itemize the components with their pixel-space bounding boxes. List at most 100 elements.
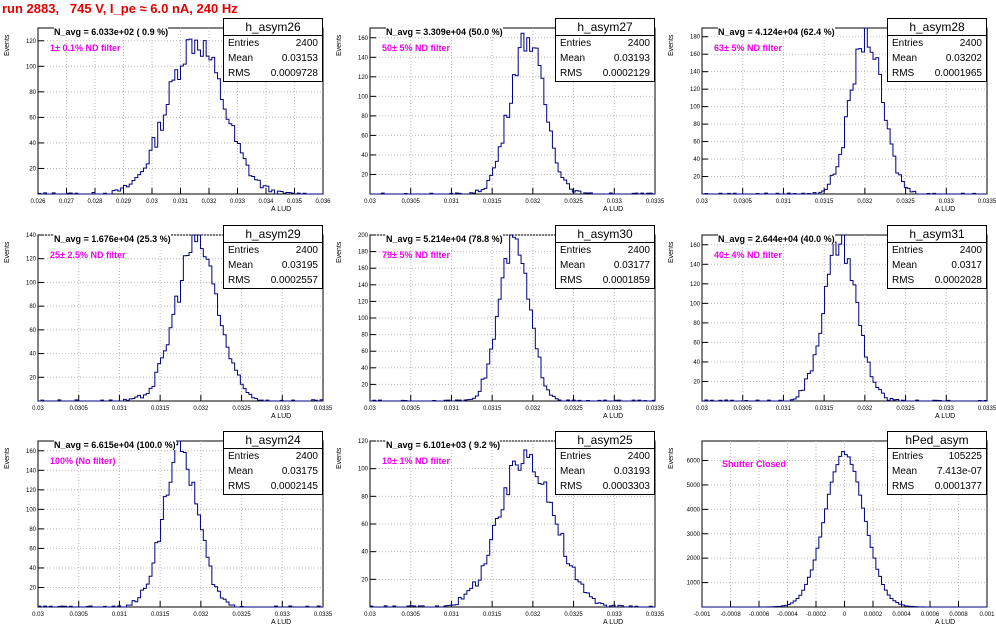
x-tick-label: 0.034 [258,199,274,205]
x-tick-label: 0.031 [444,612,460,618]
x-tick-label: 0.032 [525,406,541,412]
x-tick-label: 0.03 [32,612,44,618]
y-tick-label: 140 [26,233,37,239]
stats-label: Mean [560,53,586,64]
plot-frame [701,27,988,195]
stats-label: Entries [892,38,924,49]
stats-box: h_asym24 Entries 2400 Mean 0.03175 RMS 0.00021… [223,431,323,495]
filter-label: 63± 5% ND filter [714,43,782,53]
x-tick-label: 0.0325 [564,612,583,618]
stats-label: Entries [560,245,592,256]
stats-row: Entries 2400 [888,243,986,258]
stats-row: Mean 0.03195 [224,258,322,273]
y-tick-label: 120 [26,39,37,45]
stats-label: Mean [228,466,254,477]
stats-label: RMS [560,275,583,286]
y-tick-label: 60 [693,140,700,146]
y-tick-label: 6000 [687,459,701,465]
navg-label: N_avg = 6.101e+03 ( 9.2 %) [386,440,501,450]
y-tick-label: 80 [29,527,36,533]
histogram-name: h_asym30 [556,226,654,243]
y-tick-label: 1000 [687,581,701,587]
x-tick-label: 0.0325 [232,612,251,618]
y-tick-label: 140 [358,283,369,289]
stats-value: 0.03177 [613,260,650,271]
stats-row: Entries 2400 [556,36,654,51]
y-tick-label: 40 [29,141,36,147]
y-tick-label: 100 [358,94,369,100]
navg-label: N_avg = 3.309e+04 (50.0 %) [386,27,503,37]
stats-label: RMS [228,275,251,286]
y-tick-label: 100 [690,301,701,307]
x-tick-label: 0.0315 [151,612,170,618]
stats-label: Entries [892,245,924,256]
x-tick-label: 0.0335 [646,199,664,205]
x-tick-label: 0.0335 [314,612,332,618]
stats-box: h_asym25 Entries 2400 Mean 0.03193 RMS 0.00033… [555,431,655,495]
x-tick-label: 0.0305 [402,612,421,618]
stats-row: Entries 2400 [224,36,322,51]
x-tick-label: 0.0305 [734,406,753,412]
x-tick-label: 0.03 [696,406,708,412]
y-axis-label: Events [668,241,675,263]
x-tick-label: 0.032 [857,199,873,205]
filter-label: 10± 1% ND filter [382,456,450,466]
stats-value: 0.0317 [951,260,982,271]
y-tick-label: 60 [361,133,368,139]
y-tick-label: 80 [693,321,700,327]
y-axis-label: Events [4,447,11,469]
stats-label: Mean [560,466,586,477]
y-axis-label: Events [336,241,343,263]
y-tick-label: 40 [361,153,368,159]
y-tick-label: 40 [361,550,368,556]
histogram-series [370,32,655,195]
y-tick-label: 80 [361,494,368,500]
y-tick-label: 160 [358,266,369,272]
x-tick-label: 0.033 [607,406,623,412]
x-tick-label: 0.032 [525,199,541,205]
y-tick-label: 120 [358,75,369,81]
x-tick-label: 0.0315 [483,199,502,205]
histogram-name: h_asym25 [556,432,654,449]
stats-row: RMS 0.0003303 [556,479,654,494]
histogram-series [702,27,987,195]
stats-label: RMS [892,275,915,286]
histogram-panel: 0.03 0.0305 0.031 0.0315 0.032 0.0325 0.033 0.0… [664,18,996,225]
x-tick-label: 0.03 [146,199,158,205]
y-tick-label: 140 [690,70,701,76]
x-tick-label: -0.0004 [777,612,798,618]
y-tick-label: 4000 [687,507,701,513]
y-tick-label: 40 [361,366,368,372]
x-axis-label: A LUD [603,413,624,420]
x-tick-label: 0.0305 [734,199,753,205]
y-tick-label: 20 [29,166,36,172]
x-tick-label: 0.0325 [232,406,251,412]
stats-label: Entries [560,451,592,462]
x-tick-label: 0.03 [32,406,44,412]
x-tick-label: -0.0002 [806,612,827,618]
histogram-series [702,451,987,608]
stats-row: Entries 2400 [888,36,986,51]
x-tick-label: 0.028 [87,199,103,205]
y-tick-label: 20 [693,175,700,181]
x-tick-label: 0.0305 [402,199,421,205]
histogram-name: h_asym31 [888,226,986,243]
stats-value: 0.03202 [945,53,982,64]
y-tick-label: 60 [693,340,700,346]
stats-value: 0.0003303 [602,481,650,492]
stats-value: 0.0002129 [602,68,650,79]
x-tick-label: 0.03 [364,199,376,205]
y-axis-label: Events [668,447,675,469]
x-tick-label: 0.033 [230,199,246,205]
x-axis-label: A LUD [603,619,624,626]
y-tick-label: 60 [29,546,36,552]
stats-value: 0.0001965 [934,68,982,79]
x-tick-label: 0.033 [607,199,623,205]
y-axis-label: Events [4,241,11,263]
stats-row: RMS 0.0001377 [888,479,986,494]
stats-value: 0.03195 [281,260,318,271]
y-tick-label: 160 [690,243,701,249]
histogram-name: hPed_asym [888,432,986,449]
y-tick-label: 40 [29,352,36,358]
stats-value: 0.0001859 [602,275,650,286]
